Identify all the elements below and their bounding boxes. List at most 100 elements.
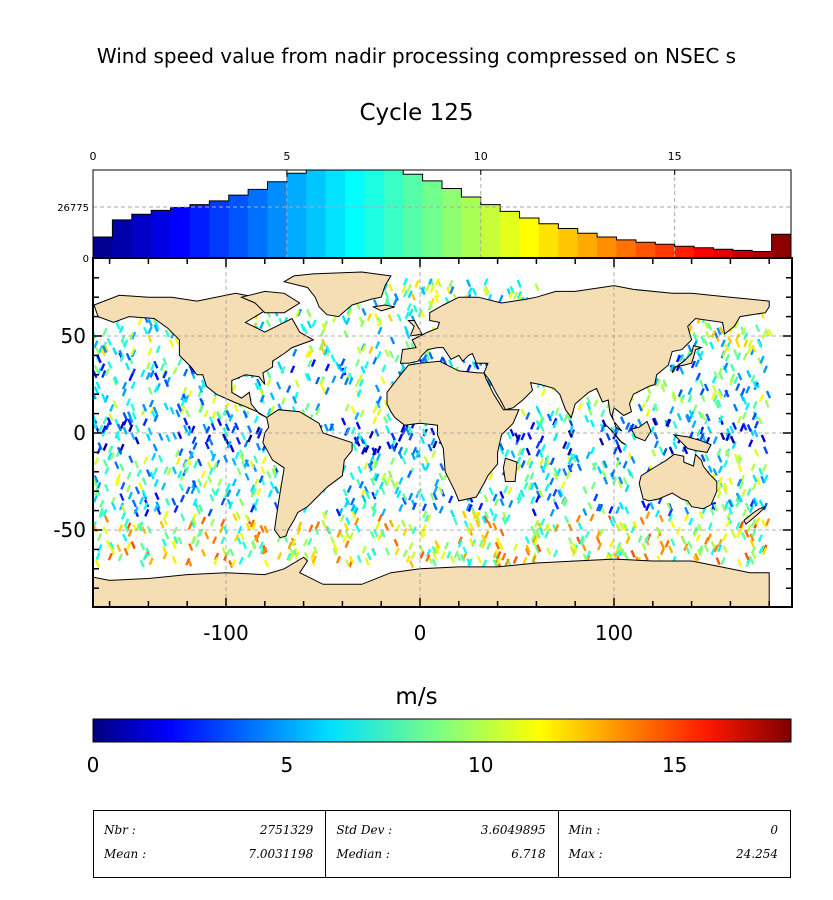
colorbar-label: m/s [395, 684, 438, 710]
wind-track-segment [304, 402, 310, 411]
wind-track-segment [234, 451, 240, 460]
wind-track-segment [546, 492, 552, 501]
wind-track-segment [531, 531, 537, 540]
wind-track-segment [380, 376, 386, 385]
wind-track-segment [703, 383, 710, 392]
wind-track-segment [762, 547, 768, 556]
wind-track-segment [727, 336, 733, 344]
wind-track-segment [84, 356, 87, 363]
wind-track-segment [323, 423, 330, 432]
wind-track-segment [640, 402, 646, 411]
wind-track-segment [328, 423, 335, 432]
wind-track-segment [255, 442, 262, 451]
wind-track-segment [733, 349, 739, 358]
wind-track-segment [438, 486, 444, 495]
stat-label: Min : [568, 823, 601, 837]
wind-track-segment [373, 529, 379, 538]
wind-track-segment [314, 521, 321, 530]
wind-track-segment [492, 559, 498, 568]
wind-track-segment [622, 476, 628, 485]
wind-track-segment [288, 553, 294, 562]
wind-track-segment [267, 489, 273, 498]
wind-track-segment [312, 546, 319, 555]
wind-track-segment [222, 525, 229, 534]
wind-track-segment [478, 502, 484, 511]
land-mass [671, 345, 704, 374]
wind-track-segment [125, 398, 132, 407]
wind-track-segment [750, 546, 757, 555]
wind-track-segment [185, 486, 191, 495]
wind-track-segment [434, 478, 440, 487]
wind-track-segment [666, 418, 672, 427]
wind-track-segment [184, 466, 190, 475]
wind-track-segment [88, 307, 91, 314]
wind-track-segment [213, 557, 219, 566]
wind-track-segment [361, 344, 367, 353]
wind-track-segment [98, 424, 104, 433]
wind-track-segment [715, 557, 721, 566]
wind-track-segment [204, 531, 210, 540]
wind-track-segment [585, 451, 591, 460]
land-mass [262, 409, 353, 539]
wind-track-segment [516, 463, 522, 472]
wind-track-segment [145, 433, 152, 442]
stat-value: 0 [770, 823, 778, 837]
wind-track-segment [407, 425, 413, 434]
wind-track-segment [498, 294, 504, 303]
wind-track-segment [372, 405, 378, 414]
wind-track-segment [746, 424, 752, 433]
wind-track-segment [529, 421, 536, 430]
wind-track-segment [102, 416, 108, 425]
wind-track-segment [83, 507, 86, 514]
wind-track-segment [453, 550, 459, 559]
wind-track-segment [356, 389, 362, 397]
wind-track-segment [562, 467, 568, 476]
wind-track-segment [403, 325, 410, 334]
wind-track-segment [392, 297, 399, 306]
wind-track-segment [668, 446, 674, 455]
wind-track-segment [102, 508, 108, 517]
wind-track-segment [406, 283, 412, 292]
wind-track-segment [390, 432, 396, 441]
wind-track-segment [700, 394, 706, 403]
wind-track-segment [311, 319, 317, 328]
land-mass [386, 360, 520, 502]
wind-track-segment [567, 447, 573, 456]
chart-subtitle: Cycle 125 [359, 100, 474, 126]
wind-track-segment [226, 440, 232, 449]
wind-track-segment [180, 513, 186, 522]
wind-track-segment [93, 556, 94, 557]
wind-track-segment [552, 420, 558, 429]
wind-track-segment [344, 403, 350, 412]
wind-track-segment [678, 395, 684, 404]
wind-track-segment [544, 483, 550, 492]
wind-track-segment [444, 541, 450, 550]
wind-track-segment [618, 501, 625, 510]
wind-track-segment [406, 302, 412, 311]
wind-track-segment [122, 426, 128, 435]
wind-track-segment [591, 462, 597, 471]
wind-track-segment [704, 536, 710, 545]
wind-track-segment [369, 530, 376, 539]
wind-track-segment [737, 372, 743, 381]
wind-track-segment [87, 429, 90, 436]
wind-track-segment [147, 427, 153, 436]
wind-track-segment [688, 409, 694, 418]
wind-track-segment [381, 364, 387, 373]
wind-track-segment [419, 550, 425, 559]
wind-track-segment [529, 482, 535, 491]
wind-track-segment [133, 460, 140, 469]
histogram-bar [403, 174, 424, 258]
wind-track-segment [432, 440, 438, 449]
wind-track-segment [132, 524, 138, 533]
wind-track-segment [425, 514, 432, 523]
statistics-box: Nbr : 2751329 Mean : 7.0031198 Std Dev : 3.… [93, 810, 791, 878]
wind-track-segment [755, 477, 761, 486]
wind-track-segment [625, 536, 631, 544]
wind-track-segment [387, 313, 393, 322]
wind-track-segment [111, 502, 117, 511]
wind-track-segment [95, 347, 101, 355]
wind-track-segment [365, 491, 371, 500]
wind-track-segment [183, 394, 190, 403]
wind-track-segment [234, 533, 240, 542]
